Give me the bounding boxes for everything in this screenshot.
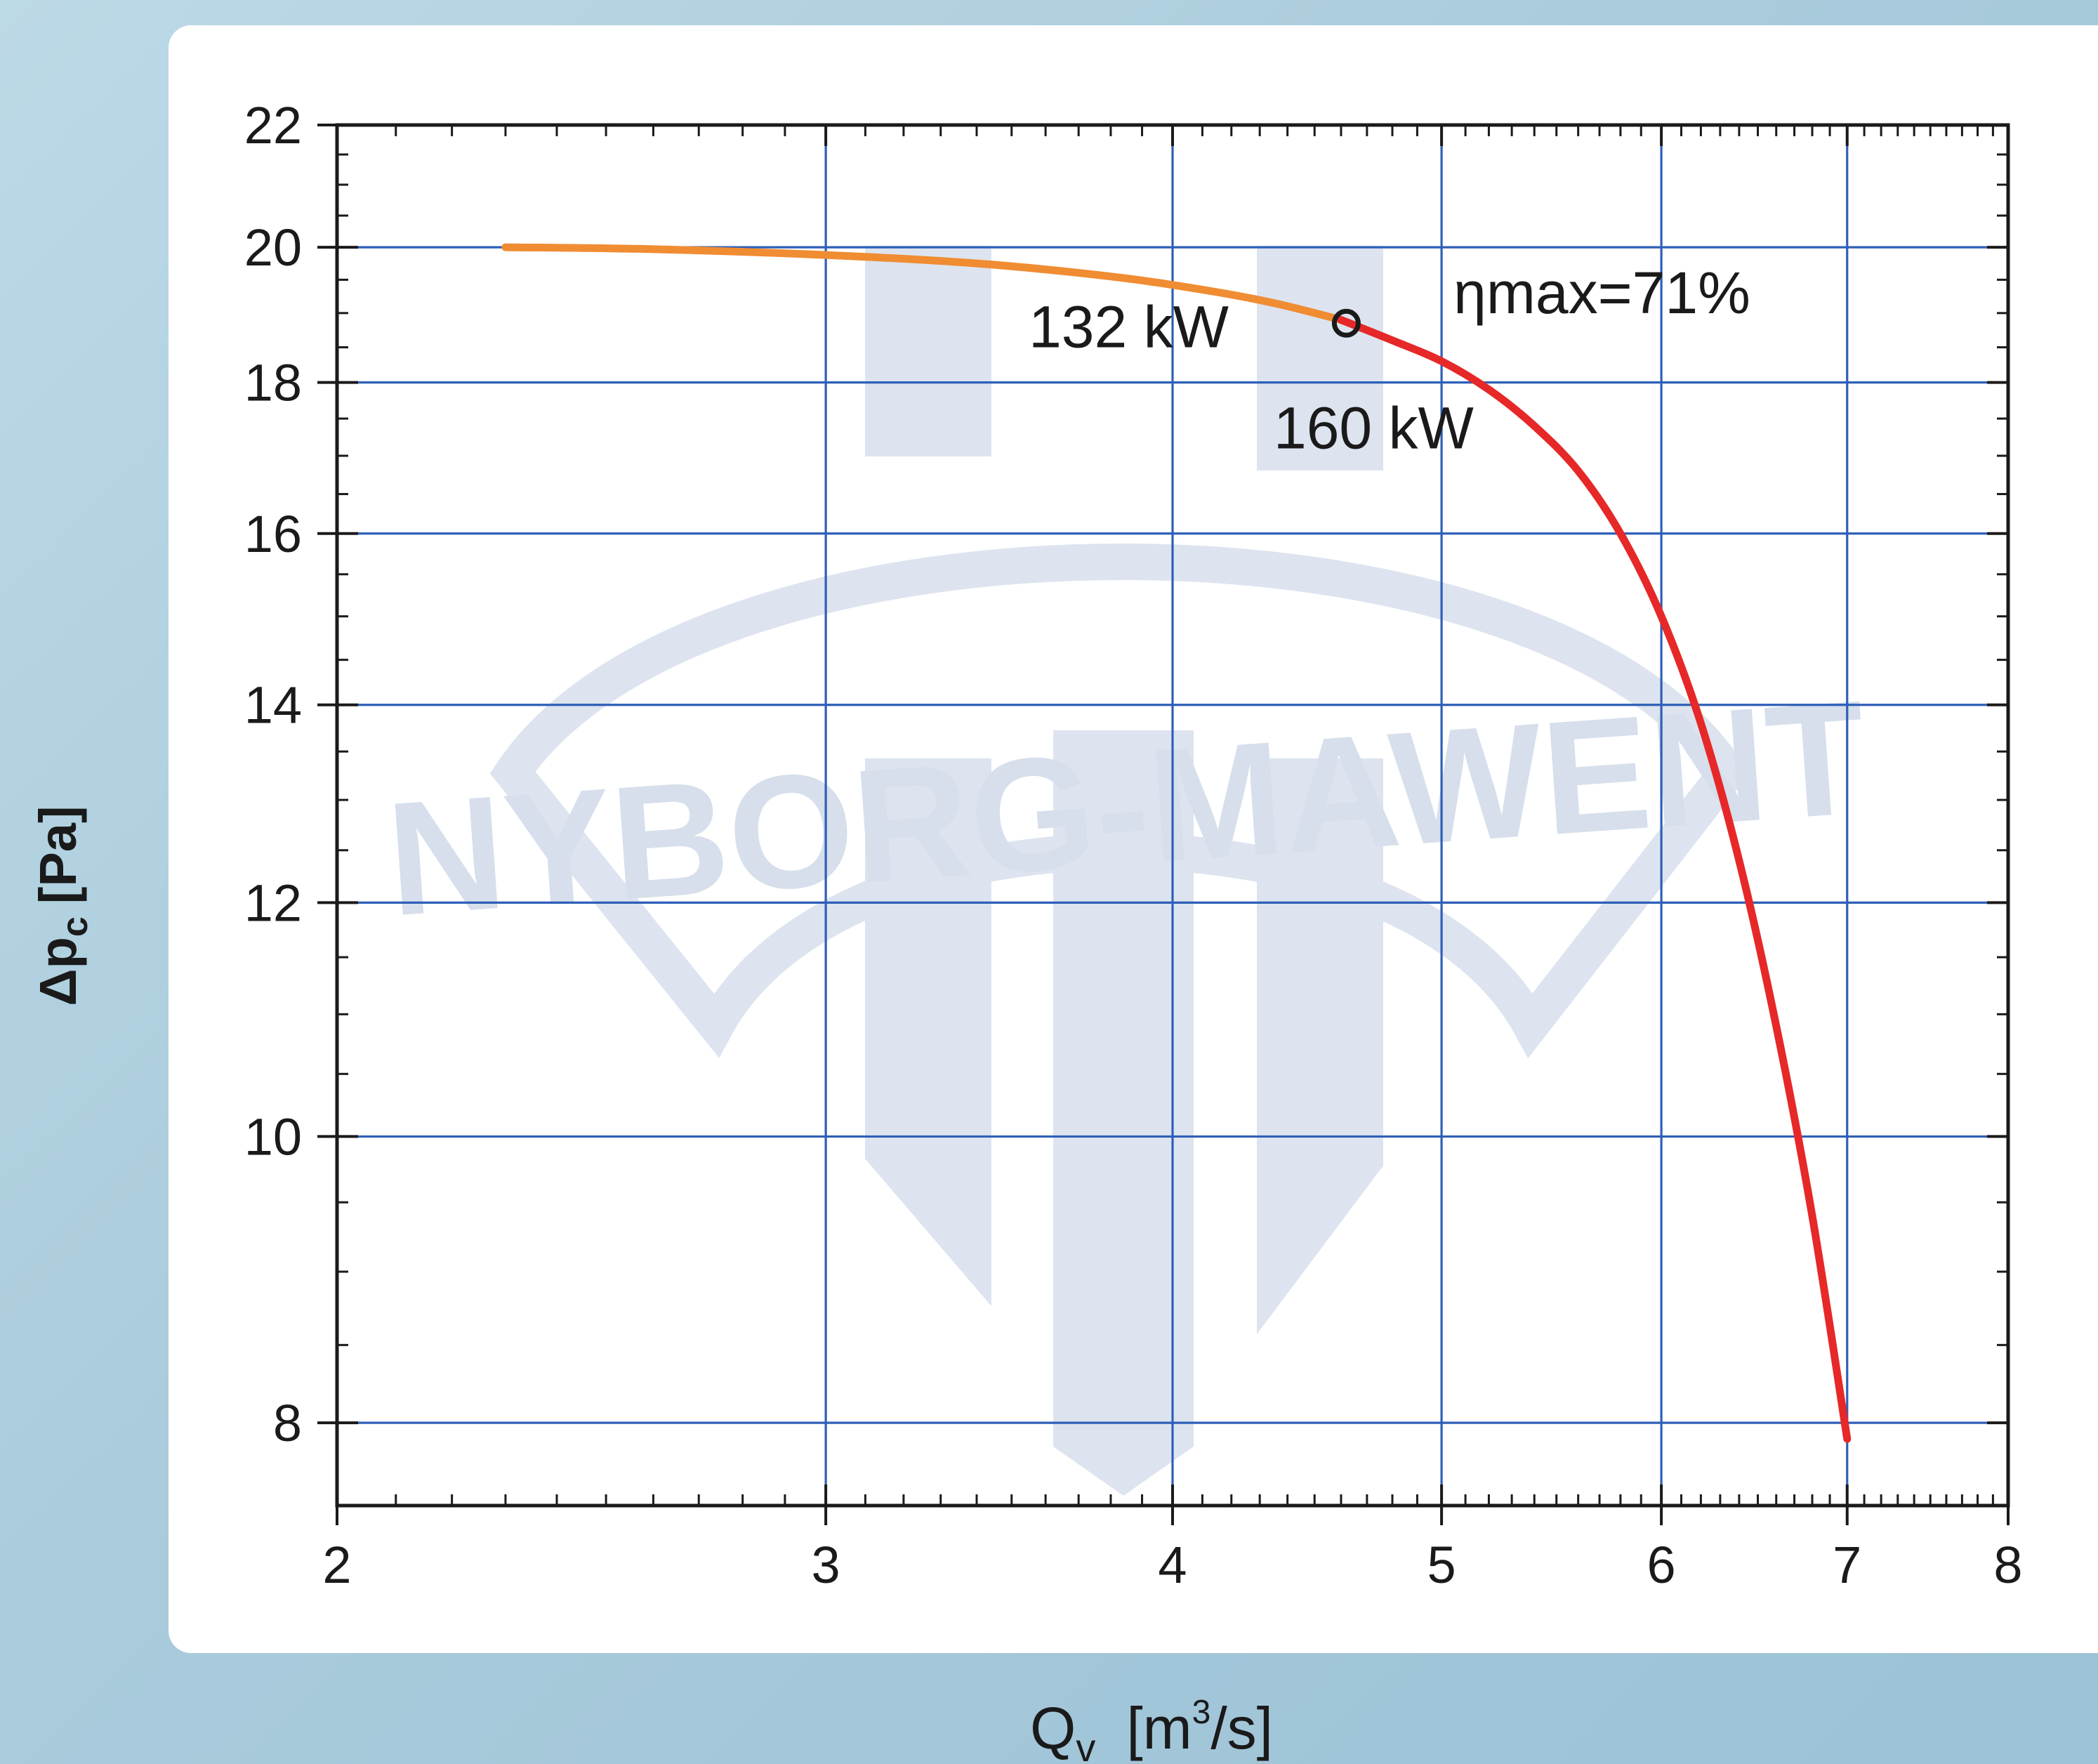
- x-axis-title-unit-post: /s]: [1210, 1695, 1273, 1761]
- y-tick-label: 14: [244, 676, 302, 735]
- series-line-1: [1337, 316, 1852, 1443]
- x-axis-title-unit-sup: 3: [1192, 1694, 1211, 1731]
- y-tick-label: 16: [244, 505, 302, 563]
- y-axis-title-sub: c: [55, 916, 95, 937]
- y-tick-label: 18: [244, 354, 302, 412]
- grid-lines: [337, 125, 2008, 1506]
- y-axis-title-main: Δp: [29, 937, 87, 1006]
- x-tick-label: 6: [1647, 1536, 1676, 1594]
- annotation-1: 160 kW: [1274, 395, 1474, 461]
- y-axis-title-unit: [Pa]: [29, 805, 87, 904]
- y-tick-label: 20: [244, 218, 302, 277]
- y-tick-label: 10: [244, 1107, 302, 1166]
- marker-layer: [1331, 308, 1361, 338]
- y-tick-label: 12: [244, 874, 302, 932]
- y-tick-labels: 8 10 12 14 16 18 20 22: [244, 96, 302, 1452]
- y-axis-title: Δpc [Pa]: [29, 805, 95, 1006]
- x-axis-title-unit-pre: [m: [1126, 1695, 1192, 1761]
- x-tick-label: 8: [1993, 1536, 2022, 1594]
- minor-ticks: [317, 124, 2010, 1525]
- y-tick-label: 8: [273, 1394, 302, 1452]
- x-tick-labels: 2 3 4 5 6 7 8: [322, 1536, 2022, 1594]
- series-layer: [501, 243, 1852, 1443]
- annotation-0: 132 kW: [1029, 294, 1229, 360]
- annotation-2: ηmax=71%: [1453, 260, 1750, 326]
- x-tick-label: 3: [812, 1536, 840, 1594]
- series-line-0: [501, 243, 1345, 324]
- annotation-layer: 132 kW 160 kW ηmax=71%: [1029, 260, 1750, 461]
- x-axis-title-main: Q: [1030, 1695, 1076, 1761]
- x-axis-title: Qv [m3/s]: [1030, 1694, 1273, 1764]
- y-tick-label: 22: [244, 96, 302, 154]
- x-tick-label: 5: [1427, 1536, 1456, 1594]
- x-tick-label: 7: [1833, 1536, 1861, 1594]
- x-axis-title-sub: v: [1076, 1725, 1095, 1764]
- eta-max-marker: [1331, 308, 1361, 338]
- x-tick-label: 2: [322, 1536, 351, 1594]
- x-tick-label: 4: [1158, 1536, 1187, 1594]
